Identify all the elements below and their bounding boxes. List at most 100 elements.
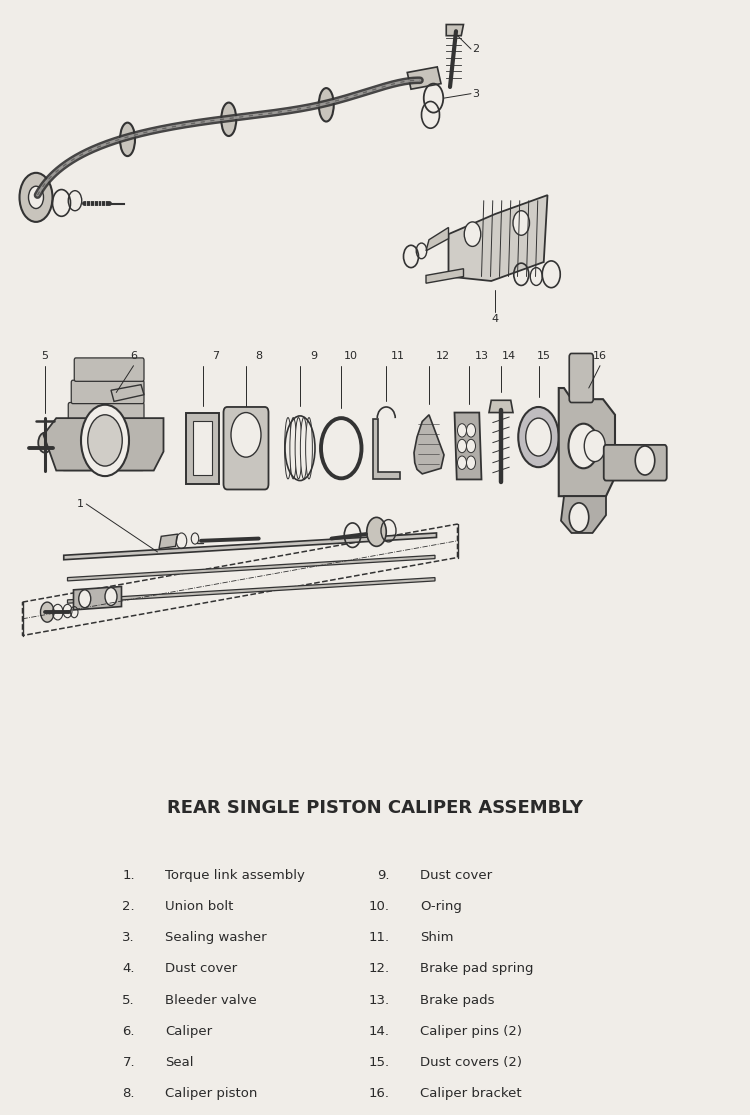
Ellipse shape	[285, 417, 291, 479]
Text: 4: 4	[491, 314, 499, 324]
Text: 12.: 12.	[369, 962, 390, 976]
Text: Sealing washer: Sealing washer	[165, 931, 267, 944]
Circle shape	[38, 433, 52, 453]
Text: 15.: 15.	[369, 1056, 390, 1069]
Text: 16: 16	[593, 351, 607, 361]
Text: 6: 6	[130, 351, 137, 361]
Circle shape	[88, 415, 122, 466]
Text: 5: 5	[41, 351, 49, 361]
Text: 8: 8	[255, 351, 262, 361]
Text: REAR SINGLE PISTON CALIPER ASSEMBLY: REAR SINGLE PISTON CALIPER ASSEMBLY	[167, 799, 583, 817]
Polygon shape	[448, 195, 548, 281]
FancyBboxPatch shape	[569, 353, 593, 403]
Text: 8.: 8.	[122, 1087, 135, 1101]
Circle shape	[231, 413, 261, 457]
Circle shape	[81, 405, 129, 476]
Circle shape	[513, 211, 529, 235]
Text: 1.: 1.	[122, 869, 135, 882]
Text: Brake pads: Brake pads	[420, 993, 494, 1007]
Circle shape	[568, 424, 598, 468]
Circle shape	[464, 222, 481, 246]
Polygon shape	[64, 533, 436, 560]
Circle shape	[105, 588, 117, 605]
Text: 10.: 10.	[369, 900, 390, 913]
FancyBboxPatch shape	[71, 380, 144, 404]
Text: 2.: 2.	[122, 900, 135, 913]
FancyBboxPatch shape	[62, 447, 144, 471]
Text: 1: 1	[77, 500, 84, 508]
Text: 10: 10	[344, 351, 358, 361]
Text: 9: 9	[310, 351, 317, 361]
Circle shape	[635, 446, 655, 475]
Ellipse shape	[221, 103, 236, 136]
Circle shape	[458, 439, 466, 453]
Circle shape	[458, 456, 466, 469]
Bar	[193, 421, 212, 475]
Text: Caliper: Caliper	[165, 1025, 212, 1038]
Polygon shape	[561, 496, 606, 533]
Circle shape	[458, 424, 466, 437]
Polygon shape	[559, 388, 615, 496]
Text: Caliper pins (2): Caliper pins (2)	[420, 1025, 522, 1038]
Text: O-ring: O-ring	[420, 900, 462, 913]
FancyBboxPatch shape	[224, 407, 268, 489]
Ellipse shape	[306, 417, 312, 479]
Circle shape	[79, 590, 91, 608]
Text: 3.: 3.	[122, 931, 135, 944]
Polygon shape	[68, 555, 435, 581]
Text: 11: 11	[391, 351, 404, 361]
Polygon shape	[111, 385, 144, 401]
Text: 4.: 4.	[122, 962, 135, 976]
Polygon shape	[68, 578, 435, 603]
Ellipse shape	[120, 123, 135, 156]
Text: 2: 2	[472, 45, 480, 54]
Polygon shape	[407, 67, 441, 89]
FancyBboxPatch shape	[65, 425, 144, 448]
Text: Caliper bracket: Caliper bracket	[420, 1087, 522, 1101]
Text: 13: 13	[476, 351, 489, 361]
Text: 12: 12	[436, 351, 449, 361]
Text: 3: 3	[472, 89, 479, 98]
Polygon shape	[373, 419, 400, 479]
Circle shape	[321, 418, 362, 478]
Polygon shape	[426, 227, 448, 251]
Circle shape	[526, 418, 551, 456]
Text: 15: 15	[537, 351, 550, 361]
Text: 11.: 11.	[369, 931, 390, 944]
Text: Dust cover: Dust cover	[420, 869, 492, 882]
FancyBboxPatch shape	[74, 358, 144, 381]
Ellipse shape	[300, 417, 307, 479]
Polygon shape	[489, 400, 513, 413]
Text: 13.: 13.	[369, 993, 390, 1007]
Circle shape	[584, 430, 605, 462]
Bar	[186, 413, 219, 484]
Polygon shape	[74, 586, 122, 610]
Text: 5.: 5.	[122, 993, 135, 1007]
Polygon shape	[426, 269, 464, 283]
Text: Brake pad spring: Brake pad spring	[420, 962, 533, 976]
Polygon shape	[44, 418, 164, 471]
Text: Caliper piston: Caliper piston	[165, 1087, 257, 1101]
Polygon shape	[454, 413, 482, 479]
Text: 9.: 9.	[377, 869, 390, 882]
Circle shape	[40, 602, 54, 622]
Polygon shape	[159, 534, 178, 549]
Text: Bleeder valve: Bleeder valve	[165, 993, 256, 1007]
Polygon shape	[22, 524, 457, 636]
Circle shape	[466, 456, 476, 469]
Text: 14: 14	[502, 351, 515, 361]
Text: Shim: Shim	[420, 931, 454, 944]
Text: 6.: 6.	[122, 1025, 135, 1038]
Text: Dust cover: Dust cover	[165, 962, 237, 976]
Polygon shape	[414, 415, 444, 474]
Circle shape	[466, 439, 476, 453]
Text: 16.: 16.	[369, 1087, 390, 1101]
Circle shape	[518, 407, 559, 467]
Text: Torque link assembly: Torque link assembly	[165, 869, 304, 882]
Circle shape	[20, 173, 53, 222]
Circle shape	[367, 517, 386, 546]
Ellipse shape	[295, 417, 302, 479]
FancyBboxPatch shape	[604, 445, 667, 481]
Text: 7: 7	[212, 351, 220, 361]
Circle shape	[569, 503, 589, 532]
